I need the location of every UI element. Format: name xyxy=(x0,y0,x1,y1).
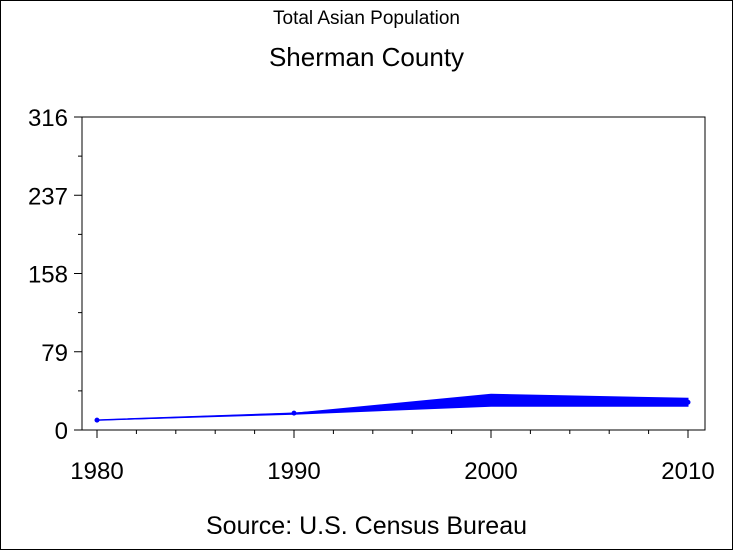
source-note: Source: U.S. Census Bureau xyxy=(206,512,527,540)
data-point xyxy=(488,397,494,403)
data-point xyxy=(94,417,100,423)
y-tick-label: 237 xyxy=(28,183,68,210)
y-tick-label: 316 xyxy=(28,105,68,132)
chart-subtitle: Sherman County xyxy=(268,42,465,72)
y-tick-label: 158 xyxy=(28,262,68,289)
data-point xyxy=(291,410,297,416)
plot-area xyxy=(81,116,706,431)
y-tick-label: 0 xyxy=(55,418,68,445)
x-tick-label: 1990 xyxy=(267,458,320,485)
series-line xyxy=(96,399,689,421)
x-tick-label: 2000 xyxy=(464,458,517,485)
data-point xyxy=(685,399,691,405)
chart-title: Total Asian Population xyxy=(273,8,460,29)
y-tick-label: 79 xyxy=(41,340,68,367)
x-tick-label: 1980 xyxy=(70,458,123,485)
x-tick-label: 2010 xyxy=(661,458,714,485)
